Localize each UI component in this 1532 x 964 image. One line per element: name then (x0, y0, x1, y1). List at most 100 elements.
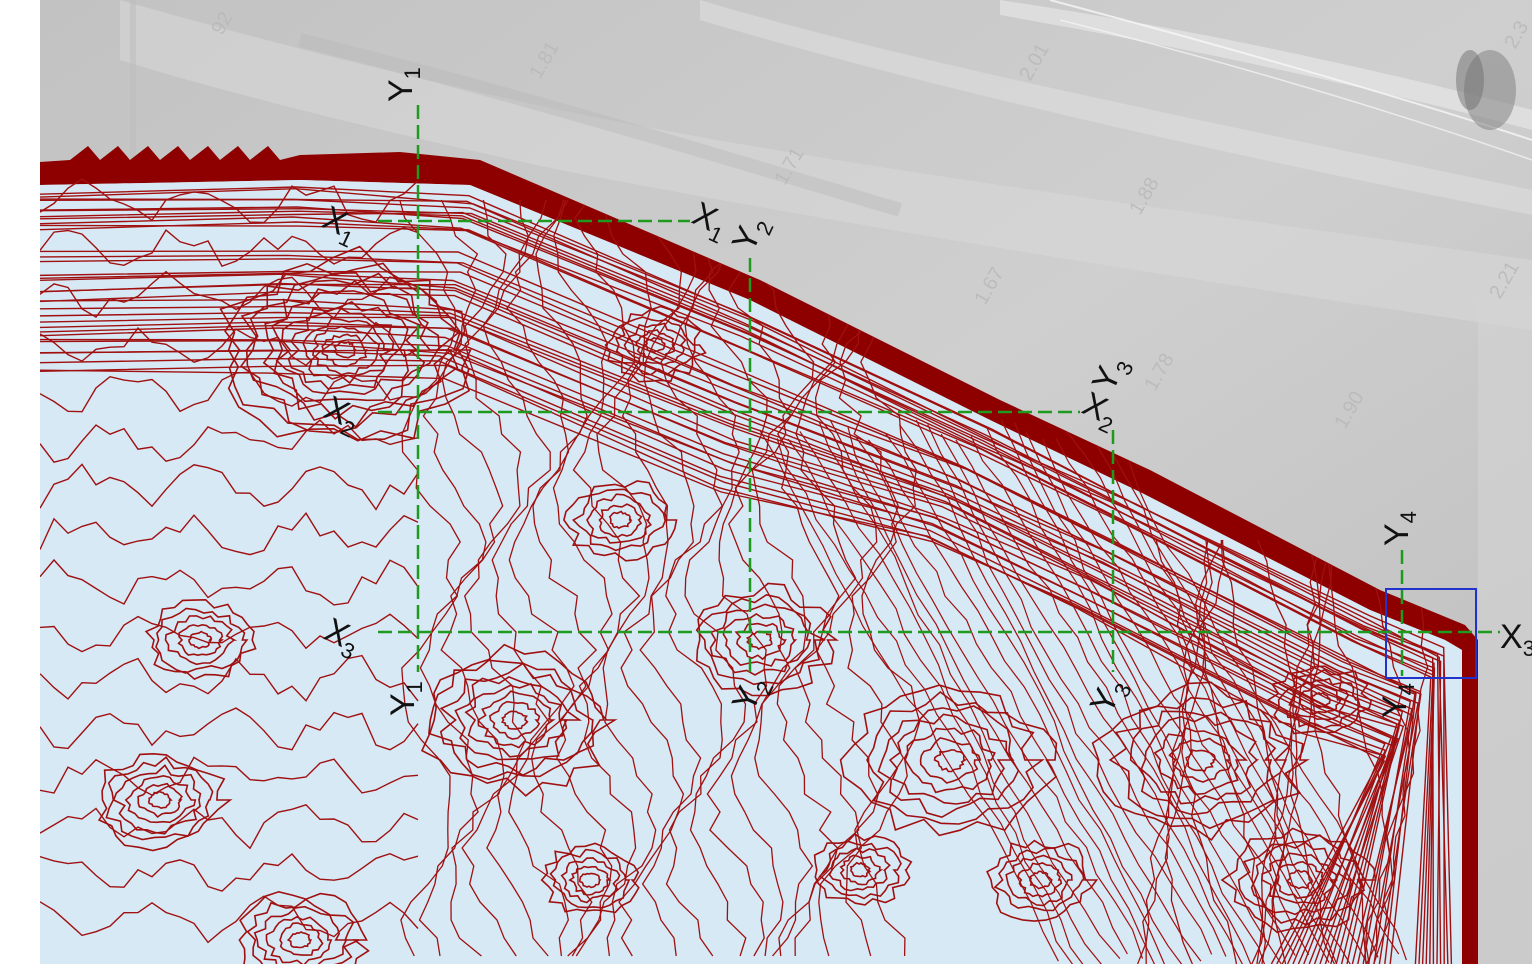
contour-line (598, 503, 643, 538)
contour-line (695, 582, 839, 697)
contour-line (772, 199, 840, 957)
contour-line (933, 749, 968, 773)
contour-line (1140, 715, 1260, 805)
contour-line (1277, 668, 1361, 729)
contour-line (440, 199, 507, 957)
contour-line (40, 852, 419, 892)
contour-line (1306, 539, 1367, 964)
contour-line (40, 316, 1405, 964)
contour-line (40, 654, 419, 702)
section-label-y4-start: Y4 (1378, 511, 1421, 546)
contour-line (1237, 834, 1367, 926)
contour-line (1268, 539, 1336, 964)
contour-line (500, 710, 529, 730)
contour-line (1197, 539, 1266, 964)
contour-line (970, 436, 1268, 964)
contour-line (40, 270, 419, 319)
contour-line (40, 339, 1395, 964)
contour-line (40, 895, 419, 944)
contour-line (275, 300, 410, 396)
contour-line (813, 833, 913, 906)
contour-line (955, 439, 1256, 964)
contour-line (927, 424, 1227, 957)
contour-line (40, 463, 419, 511)
contour-line (1181, 539, 1238, 964)
contour-line (684, 199, 747, 957)
contour-line (286, 931, 313, 949)
contour-line (40, 178, 419, 224)
contour-line (477, 690, 556, 749)
contour-line (1266, 665, 1373, 735)
contour-line (568, 865, 612, 896)
section-label-x3-end: X3 (1500, 618, 1532, 661)
contour-line (164, 615, 238, 666)
contour-line (506, 199, 575, 957)
contour-line (1326, 539, 1394, 964)
contour-line (420, 643, 618, 797)
contour-lines (40, 178, 1453, 964)
contour-line (144, 598, 257, 681)
contour-line (40, 224, 1432, 964)
contour-line (253, 905, 348, 964)
contour-line (1064, 429, 1370, 964)
left-margin (0, 0, 40, 964)
contour-line (745, 630, 773, 651)
contour-line (904, 727, 996, 794)
contour-line (418, 199, 487, 957)
contour-line (482, 199, 551, 957)
contour-line (885, 433, 1187, 964)
contour-line (1025, 431, 1330, 963)
contour-line (40, 613, 419, 653)
contour-line (454, 676, 583, 761)
contour-line (776, 438, 1078, 964)
contour-line (751, 199, 815, 957)
contour-line (986, 839, 1099, 922)
contour-line (271, 290, 426, 403)
selection-box[interactable] (1385, 588, 1477, 679)
contour-line (572, 199, 641, 957)
contour-line (1108, 696, 1292, 830)
contour-line (877, 705, 1020, 819)
contour-line (579, 872, 602, 889)
contour-line (40, 349, 1387, 964)
contour-line (333, 340, 358, 359)
contour-line (40, 804, 419, 850)
contour-line (1286, 869, 1314, 890)
contour-line (734, 622, 787, 661)
contour-line (124, 774, 197, 824)
contour-line (112, 764, 202, 835)
contour-line (40, 211, 1435, 964)
contour-line (239, 272, 461, 434)
contour-line (1164, 539, 1225, 964)
contour-line (787, 438, 1091, 964)
contour-line (799, 431, 1105, 964)
contour-line (439, 662, 594, 777)
section-label-y1-end: Y1 (384, 681, 427, 716)
contour-line (866, 690, 1045, 825)
contour-line (40, 250, 1422, 964)
contour-line (321, 333, 368, 368)
contour-line (40, 419, 419, 463)
contour-line (40, 298, 1403, 964)
contour-line (839, 854, 884, 886)
contour-line (572, 488, 667, 552)
contour-line (839, 684, 1058, 837)
contour-line (40, 324, 1395, 964)
contour-line (919, 737, 982, 784)
contour-line (639, 199, 702, 957)
section-labels: X1 X1 X2 X2 X3 X3 Y1 Y1 Y2 (317, 67, 1532, 719)
contour-line (552, 199, 613, 957)
contour-line (818, 840, 902, 900)
contour-line (829, 420, 1128, 955)
contour-line (40, 349, 1386, 964)
contour-line (560, 857, 621, 904)
contour-line (188, 630, 213, 650)
contour-line (40, 512, 419, 556)
contour-line (643, 336, 666, 354)
contour-line (1256, 539, 1321, 964)
contour-line (615, 316, 696, 376)
contour-line (40, 756, 419, 796)
contour-line (105, 756, 214, 841)
contour-line (312, 325, 380, 376)
